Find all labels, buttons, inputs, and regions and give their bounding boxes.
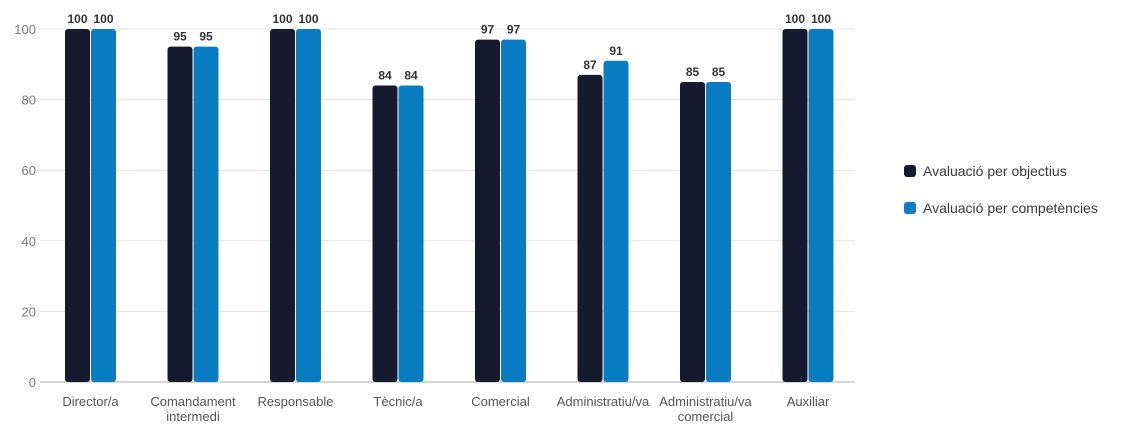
x-tick-label-5: Administratiu/va xyxy=(557,394,650,409)
data-label-s0-c1: 95 xyxy=(173,30,187,44)
x-tick-label-4: Comercial xyxy=(471,394,530,409)
bar-chart: 0 20 40 60 80 100 100 100 Director/a 95 95 Comandam… xyxy=(14,12,855,424)
bar-s1-c0 xyxy=(91,29,116,382)
data-label-s1-c7: 100 xyxy=(811,12,831,26)
legend-item-objectius: Avaluació per objectius xyxy=(904,161,1132,181)
bar-s1-c3 xyxy=(398,85,424,382)
x-tick-label-6: Administratiu/va comercial xyxy=(659,394,752,424)
bar-s0-c6 xyxy=(680,81,705,382)
x-tick-label-1-line-0: Comandament xyxy=(150,394,236,409)
bar-s0-c5 xyxy=(577,74,603,382)
y-tick-label-60: 60 xyxy=(22,163,36,178)
x-tick-label-3-line-0: Tècnic/a xyxy=(373,394,423,409)
legend: Avaluació per objectius Avaluació per co… xyxy=(904,161,1132,235)
data-label-s1-c5: 91 xyxy=(609,44,623,58)
data-label-s1-c4: 97 xyxy=(507,23,521,37)
legend-swatch-competencies xyxy=(904,202,916,214)
bar-s0-c4 xyxy=(475,39,500,383)
bar-s1-c1 xyxy=(193,46,219,383)
bar-s1-c6 xyxy=(706,81,731,382)
data-label-s0-c7: 100 xyxy=(785,12,805,26)
y-tick-label-80: 80 xyxy=(22,93,36,108)
bar-s0-c1 xyxy=(167,46,193,383)
x-tick-label-2-line-0: Responsable xyxy=(258,394,334,409)
data-label-s0-c3: 84 xyxy=(378,68,392,82)
legend-item-competencies: Avaluació per competències xyxy=(904,198,1132,218)
legend-swatch-objectius xyxy=(904,165,916,177)
x-tick-label-4-line-0: Comercial xyxy=(471,394,530,409)
data-label-s1-c3: 84 xyxy=(404,68,418,82)
x-tick-label-5-line-0: Administratiu/va xyxy=(557,394,650,409)
legend-label-objectius: Avaluació per objectius xyxy=(923,163,1067,179)
bar-s0-c3 xyxy=(372,85,398,382)
bar-s1-c7 xyxy=(808,29,834,382)
x-tick-label-1: Comandament intermedi xyxy=(150,394,236,424)
data-label-s0-c2: 100 xyxy=(272,12,292,26)
bar-s1-c4 xyxy=(501,39,526,383)
x-tick-label-7-line-0: Auxiliar xyxy=(787,394,830,409)
y-tick-label-40: 40 xyxy=(22,234,36,249)
x-tick-label-7: Auxiliar xyxy=(787,394,830,409)
data-label-s0-c6: 85 xyxy=(686,65,700,79)
data-label-s1-c0: 100 xyxy=(93,12,113,26)
x-tick-label-3: Tècnic/a xyxy=(373,394,423,409)
x-tick-label-0-line-0: Director/a xyxy=(62,394,119,409)
y-tick-label-0: 0 xyxy=(29,375,36,390)
bar-s1-c5 xyxy=(603,60,629,383)
legend-label-competencies: Avaluació per competències xyxy=(923,200,1098,216)
x-tick-label-6-line-0: Administratiu/va xyxy=(659,394,752,409)
bar-s0-c7 xyxy=(782,29,808,382)
data-label-s0-c4: 97 xyxy=(481,23,495,37)
y-tick-label-20: 20 xyxy=(22,304,36,319)
bar-s1-c2 xyxy=(296,29,321,382)
bar-s0-c0 xyxy=(65,29,90,382)
y-tick-label-100: 100 xyxy=(14,22,36,37)
x-tick-label-2: Responsable xyxy=(258,394,334,409)
data-label-s1-c6: 85 xyxy=(712,65,726,79)
data-label-s1-c1: 95 xyxy=(199,30,213,44)
data-label-s0-c0: 100 xyxy=(67,12,87,26)
data-label-s0-c5: 87 xyxy=(583,58,597,72)
bar-s0-c2 xyxy=(270,29,295,382)
x-tick-label-1-line-1: intermedi xyxy=(166,409,220,424)
data-label-s1-c2: 100 xyxy=(298,12,318,26)
x-tick-label-0: Director/a xyxy=(62,394,119,409)
x-tick-label-6-line-1: comercial xyxy=(678,409,734,424)
